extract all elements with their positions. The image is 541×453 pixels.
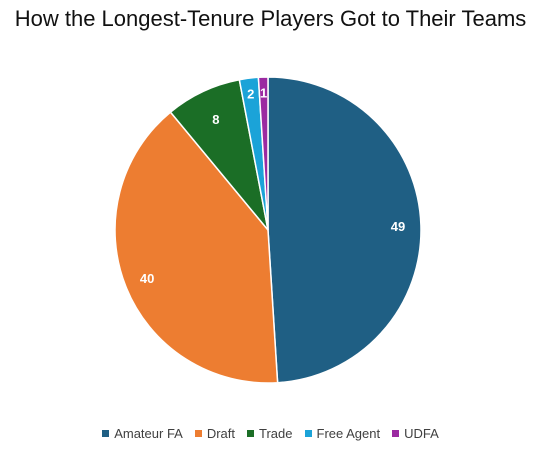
- legend-label: Free Agent: [316, 426, 381, 441]
- legend-item-draft: Draft: [194, 426, 236, 441]
- legend-label: Amateur FA: [114, 426, 183, 441]
- legend-item-free-agent: Free Agent: [304, 426, 381, 441]
- legend-item-trade: Trade: [247, 426, 293, 441]
- legend-label: Draft: [206, 426, 236, 441]
- data-label-free-agent: 2: [247, 86, 254, 101]
- pie-slice-draft: [114, 111, 279, 384]
- legend-swatch: [392, 430, 400, 437]
- pie-slice-amateur-fa: [267, 76, 422, 384]
- data-label-trade: 8: [212, 112, 219, 127]
- data-label-udfa: 1: [260, 85, 267, 100]
- legend-swatch: [247, 430, 255, 437]
- chart-title: How the Longest-Tenure Players Got to Th…: [14, 6, 527, 31]
- data-label-draft: 40: [140, 271, 154, 286]
- legend-label: Trade: [259, 426, 293, 441]
- legend-swatch: [304, 430, 312, 437]
- legend-swatch: [194, 430, 202, 437]
- data-label-amateur-fa: 49: [391, 219, 405, 234]
- legend-item-udfa: UDFA: [392, 426, 439, 441]
- legend-swatch: [102, 430, 110, 437]
- legend-label: UDFA: [404, 426, 439, 441]
- pie-slice-udfa: [257, 76, 269, 231]
- legend-item-amateur-fa: Amateur FA: [102, 426, 183, 441]
- legend: Amateur FA Draft Trade Free Agent UDFA: [0, 426, 541, 441]
